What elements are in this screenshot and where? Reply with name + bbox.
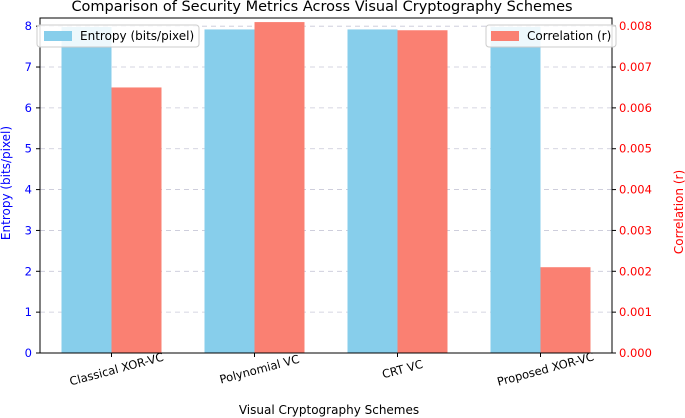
legend-correlation: Correlation (r): [485, 24, 617, 48]
y-right-tick-label: 0.002: [619, 264, 652, 278]
legend-correlation-frame: [485, 24, 617, 48]
x-axis: Classical XOR-VC Polynomial VC CRT VC Propo…: [68, 349, 596, 388]
legend-correlation-label: Correlation (r): [527, 29, 611, 43]
left-axis: 0 1 2 3 4 5 6 7 8: [25, 19, 40, 360]
y-left-tick-label: 7: [25, 60, 32, 74]
y-left-tick-label: 1: [25, 305, 32, 319]
y-left-tick-label: 5: [25, 142, 32, 156]
x-tick-label: Classical XOR-VC: [68, 350, 165, 389]
y-right-tick-label: 0.006: [619, 101, 652, 115]
legend-entropy-label: Entropy (bits/pixel): [80, 29, 194, 43]
y-left-tick-label: 3: [25, 223, 32, 237]
y-right-tick-label: 0.005: [619, 142, 652, 156]
legend-correlation-swatch: [491, 31, 519, 41]
y-left-tick-label: 0: [25, 346, 32, 360]
bar-correlation: [111, 87, 162, 353]
y-axis-left-label: Entropy (bits/pixel): [0, 126, 13, 240]
bar-entropy: [204, 29, 255, 353]
x-tick-label: Polynomial VC: [218, 352, 301, 387]
y-right-tick-label: 0.003: [619, 223, 652, 237]
chart-title: Comparison of Security Metrics Across Vi…: [71, 0, 572, 15]
bar-correlation: [254, 22, 305, 354]
x-tick-label: Proposed XOR-VC: [496, 349, 596, 388]
bar-entropy: [61, 26, 112, 354]
y-right-tick-label: 0.007: [619, 60, 652, 74]
legend-entropy-swatch: [44, 31, 72, 41]
y-left-tick-label: 8: [25, 19, 32, 33]
legend-entropy: Entropy (bits/pixel): [36, 24, 200, 48]
bar-entropy: [347, 29, 398, 353]
bar-correlation: [540, 267, 591, 353]
legend-entropy-frame: [36, 24, 200, 48]
y-right-tick-label: 0.001: [619, 305, 652, 319]
y-right-tick-label: 0.004: [619, 183, 652, 197]
y-right-tick-label: 0.008: [619, 19, 652, 33]
y-left-tick-label: 4: [25, 183, 32, 197]
bar-correlation: [397, 30, 448, 353]
x-tick-label: CRT VC: [380, 357, 424, 381]
x-axis-label: Visual Cryptography Schemes: [239, 403, 419, 417]
y-axis-right-label: Correlation (r): [672, 170, 685, 254]
right-axis: 0.000 0.001 0.002 0.003 0.004 0.005 0.006 0.007…: [612, 19, 652, 360]
plot-frame: [39, 17, 613, 354]
y-left-tick-label: 2: [25, 264, 32, 278]
y-left-tick-label: 6: [25, 101, 32, 115]
bar-entropy: [490, 26, 541, 354]
bars: [61, 22, 591, 354]
y-right-tick-label: 0.000: [619, 346, 652, 360]
